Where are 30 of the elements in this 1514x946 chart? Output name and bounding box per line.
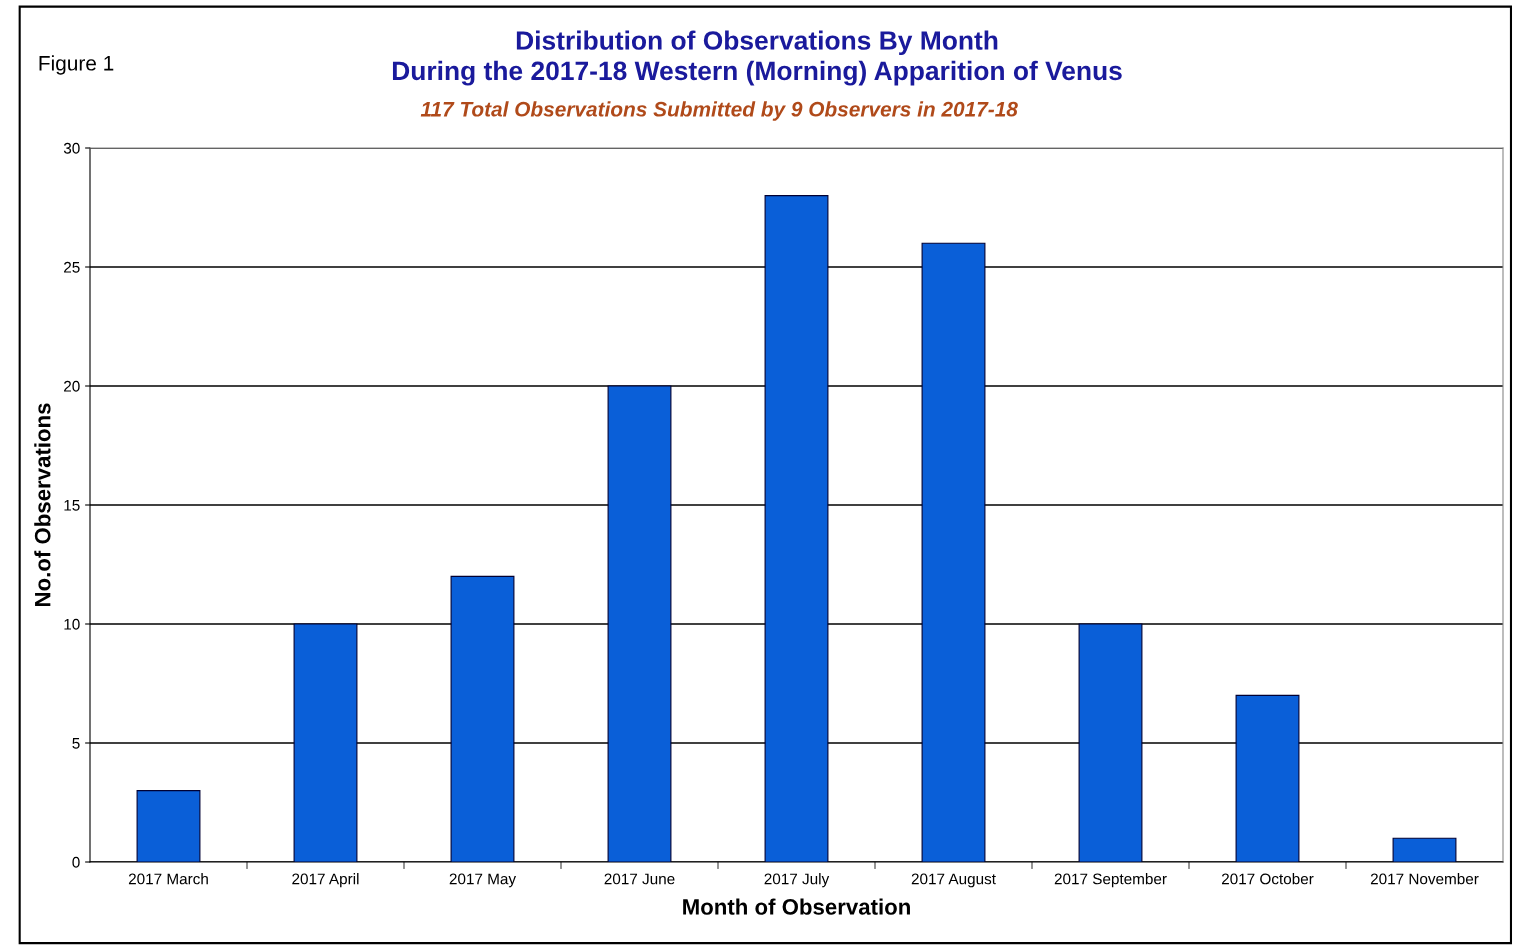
y-axis-title: No.of Observations bbox=[34, 403, 51, 606]
bar bbox=[1078, 623, 1143, 862]
bar bbox=[764, 195, 829, 862]
bar bbox=[136, 790, 201, 862]
x-tick-label: 2017 July bbox=[764, 873, 830, 888]
y-tick-label: 25 bbox=[64, 261, 80, 273]
chart-subtitle: 117 Total Observations Submitted by 9 Observers in 2017-18 bbox=[420, 101, 1018, 121]
x-tick-label: 2017 August bbox=[911, 873, 996, 888]
bar bbox=[921, 242, 986, 862]
caption: Figure 1 bbox=[39, 55, 114, 75]
x-axis-title: Month of Observation bbox=[683, 898, 910, 915]
bar bbox=[293, 623, 358, 862]
x-tick-label: 2017 October bbox=[1221, 873, 1314, 885]
y-tick-label: 20 bbox=[64, 380, 80, 392]
y-tick-label: 10 bbox=[64, 618, 80, 630]
x-tick-label: 2017 April bbox=[292, 873, 359, 888]
y-tick-label: 30 bbox=[63, 142, 80, 154]
y-tick-label: 15 bbox=[64, 500, 80, 511]
bar bbox=[1235, 694, 1300, 862]
bar bbox=[450, 575, 515, 862]
chart-title: Distribution of Observations By Month During the 2017-18 Western (Morning) Apparition of Venus bbox=[392, 30, 1122, 86]
bar bbox=[607, 385, 672, 862]
x-tick-label: 2017 September bbox=[1054, 873, 1167, 888]
x-tick-label: 2017 May bbox=[449, 873, 517, 888]
x-tick-label: 2017 March bbox=[128, 873, 208, 885]
x-tick-label: 2017 November bbox=[1370, 873, 1479, 885]
x-tick-label: 2017 June bbox=[604, 873, 675, 885]
y-tick-label: 5 bbox=[72, 738, 80, 749]
y-tick-label: 0 bbox=[72, 856, 80, 868]
bar bbox=[1392, 837, 1457, 862]
